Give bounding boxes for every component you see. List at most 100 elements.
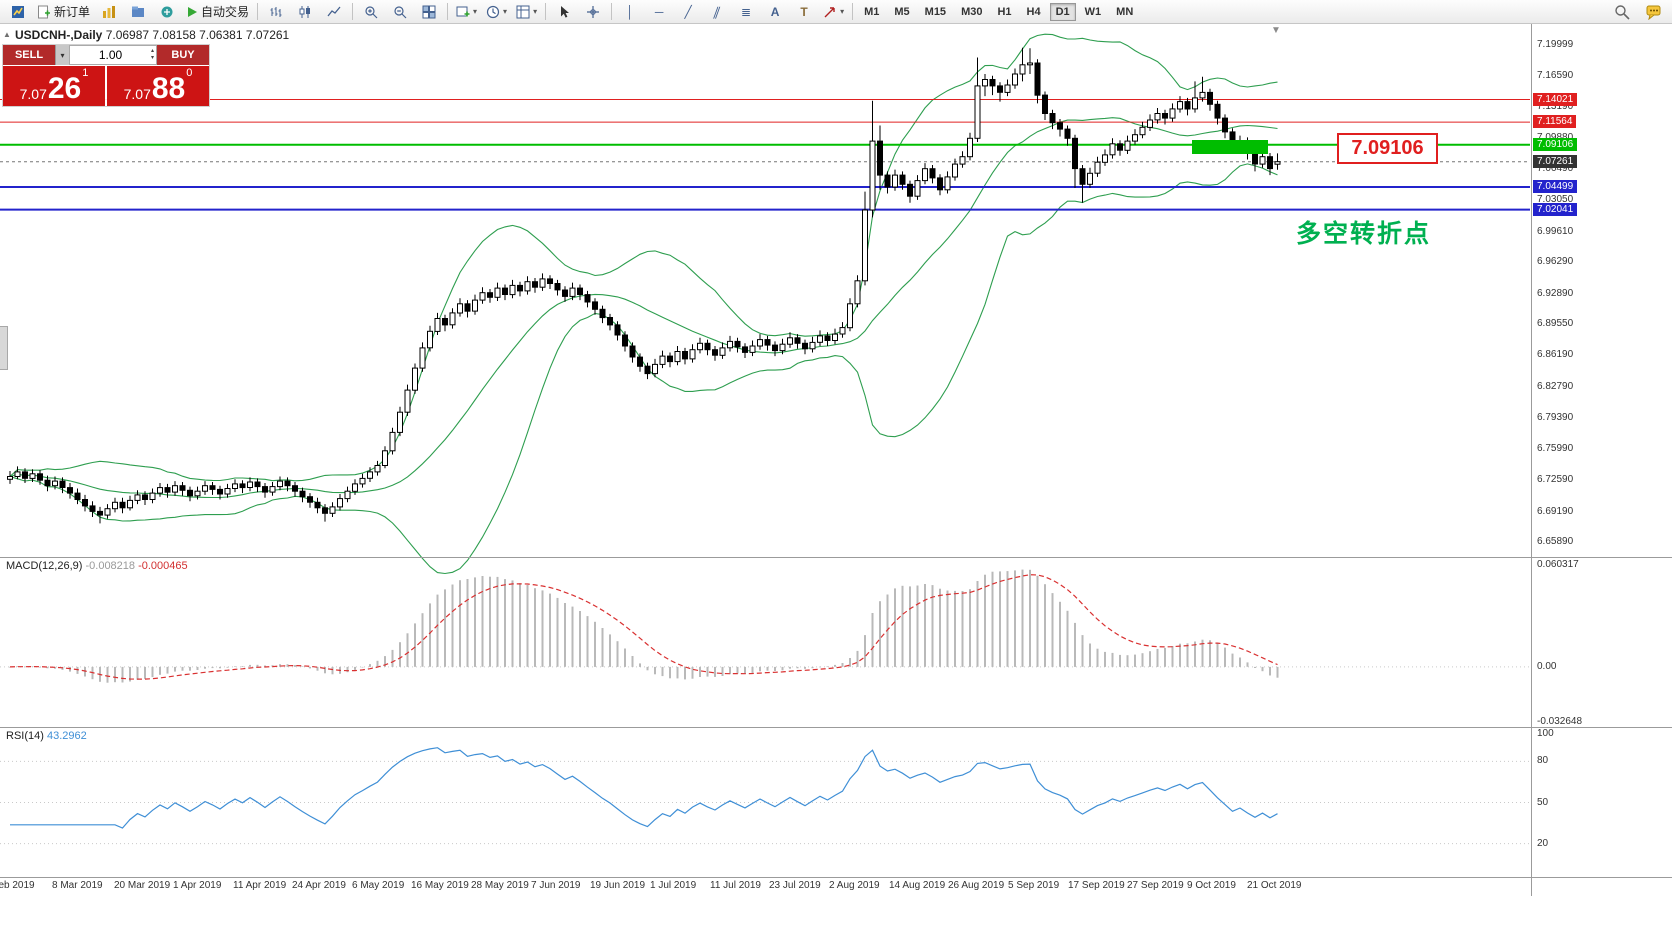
- tf-d1-button[interactable]: D1: [1049, 2, 1076, 21]
- date-tick: 2 Aug 2019: [829, 880, 880, 891]
- candle-body: [119, 501, 126, 509]
- spin-up-icon[interactable]: ▴: [150, 48, 154, 55]
- candle-body: [389, 431, 396, 452]
- volume-input[interactable]: [70, 47, 151, 63]
- trendline-tool-button[interactable]: ╱: [674, 1, 702, 23]
- cursor-button[interactable]: [550, 1, 578, 23]
- macd-bar: [796, 666, 799, 669]
- hline-tool-button[interactable]: ─: [645, 1, 673, 23]
- candle-body: [914, 180, 921, 197]
- zoom-in-button[interactable]: [357, 1, 385, 23]
- macd-bar: [211, 666, 214, 669]
- zoom-out-button[interactable]: [386, 1, 414, 23]
- channel-tool-button[interactable]: ∥: [703, 1, 731, 23]
- text-tool-button[interactable]: A: [761, 1, 789, 23]
- macd-bar: [826, 666, 829, 667]
- macd-bar: [1186, 643, 1189, 667]
- macd-bar: [144, 666, 146, 679]
- volume-field[interactable]: ▴▾: [69, 45, 157, 65]
- sell-price-button[interactable]: 7.07 26 1: [3, 66, 105, 106]
- macd-bar: [436, 594, 439, 667]
- macd-bar: [1059, 601, 1061, 667]
- tf-mn-button[interactable]: MN: [1116, 5, 1134, 18]
- tf-h1-button[interactable]: H1: [997, 5, 1012, 18]
- candle-body: [682, 351, 688, 360]
- macd-bar: [1224, 647, 1226, 667]
- candle-body: [472, 299, 478, 312]
- candle-body: [877, 140, 883, 176]
- spin-down-icon[interactable]: ▾: [150, 55, 154, 61]
- candle-body: [532, 281, 538, 288]
- panel-grip[interactable]: [0, 326, 8, 370]
- tf-m30-button[interactable]: M30: [961, 5, 983, 18]
- candle-body: [929, 168, 936, 179]
- vline-tool-button[interactable]: │: [616, 1, 644, 23]
- buy-button[interactable]: BUY: [157, 45, 209, 65]
- macd-bar: [1171, 646, 1174, 667]
- autotrading-button[interactable]: 自动交易: [182, 1, 253, 23]
- rsi-indicator-label: RSI(14) 43.2962: [6, 730, 87, 742]
- date-tick: 6 Feb 2019: [0, 880, 35, 891]
- buy-price-button[interactable]: 7.07 88 0: [107, 66, 209, 106]
- candle-body: [1162, 113, 1168, 119]
- tf-w1-button[interactable]: W1: [1084, 5, 1102, 18]
- macd-bar: [1179, 643, 1181, 667]
- chevron-down-icon: ▾: [473, 6, 478, 16]
- volume-spinner[interactable]: ▴ ▾: [151, 48, 156, 61]
- terminal-icon: [161, 6, 173, 17]
- buy-price-pips: 88: [151, 71, 186, 105]
- macd-bar: [1089, 643, 1091, 667]
- candle-body: [427, 330, 433, 349]
- search-button[interactable]: [1608, 1, 1636, 23]
- candle-body: [922, 168, 928, 182]
- candle-body: [29, 473, 36, 479]
- price-badge-7.04499: 7.04499: [1533, 180, 1578, 194]
- fibonacci-tool-button[interactable]: ≣: [732, 1, 760, 23]
- price-tick: 80: [1537, 755, 1549, 767]
- templates-dropdown[interactable]: ▾: [512, 1, 541, 23]
- candle-body: [772, 344, 778, 352]
- candle-body: [899, 174, 906, 185]
- market-watch-button[interactable]: [95, 1, 123, 23]
- macd-bar: [1104, 651, 1106, 667]
- community-button[interactable]: [1640, 1, 1668, 23]
- label-tool-button[interactable]: T: [790, 1, 818, 23]
- text-icon: A: [770, 4, 780, 19]
- tf-m15-button[interactable]: M15: [924, 5, 947, 18]
- candle-body: [1019, 64, 1026, 75]
- macd-bar: [924, 584, 926, 667]
- sell-button[interactable]: SELL: [3, 45, 55, 65]
- macd-bar: [1006, 571, 1009, 667]
- candle-body: [232, 483, 238, 489]
- date-tick: 21 Oct 2019: [1247, 880, 1302, 891]
- navigator-button[interactable]: [124, 1, 152, 23]
- one-click-collapse-icon[interactable]: ▲: [3, 30, 11, 39]
- macd-bar: [496, 576, 499, 667]
- candle-body: [464, 303, 471, 312]
- crosshair-button[interactable]: [579, 1, 607, 23]
- macd-bar: [751, 666, 754, 673]
- candle-body: [344, 490, 351, 500]
- shapes-dropdown[interactable]: ▾: [819, 1, 848, 23]
- macd-bar: [1044, 584, 1046, 667]
- macd-bar: [106, 666, 109, 683]
- tf-m5-button[interactable]: M5: [894, 5, 910, 18]
- new-chart-dropdown[interactable]: ▾: [452, 1, 481, 23]
- tf-h4-button[interactable]: H4: [1026, 5, 1041, 18]
- candle-body: [884, 174, 891, 188]
- new-order-button[interactable]: 新订单: [33, 1, 94, 23]
- tf-m1-button[interactable]: M1: [864, 5, 880, 18]
- line-chart-button[interactable]: [320, 1, 348, 23]
- macd-bar: [286, 664, 289, 667]
- price-tick: 0.00: [1537, 660, 1557, 672]
- tile-windows-button[interactable]: [415, 1, 443, 23]
- periods-dropdown[interactable]: ▾: [482, 1, 511, 23]
- terminal-button[interactable]: [153, 1, 181, 23]
- candlestick-button[interactable]: [291, 1, 319, 23]
- bar-chart-button[interactable]: [262, 1, 290, 23]
- date-tick: 23 Jul 2019: [769, 880, 821, 891]
- sell-dropdown-icon[interactable]: ▾: [55, 45, 69, 65]
- price-axis[interactable]: 7.19999 7.16590 7.13190 7.09880 7.06490 7.030…: [1532, 24, 1672, 900]
